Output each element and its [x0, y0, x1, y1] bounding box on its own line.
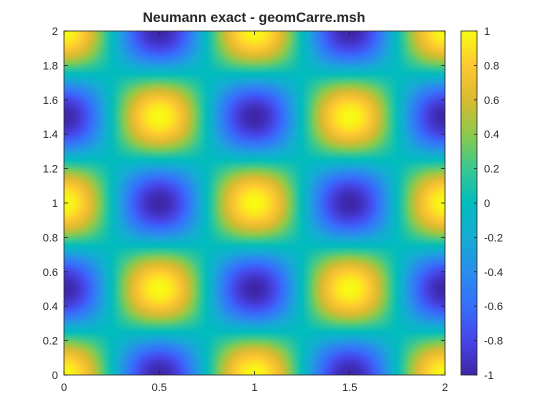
colorbar-tick-label: -1: [484, 370, 494, 382]
y-tick-label: 0.2: [43, 336, 58, 348]
y-tick-label: 0.8: [43, 232, 58, 244]
x-axis: 0 0.5 1 1.5 2: [61, 31, 448, 394]
colorbar-gradient: [461, 31, 477, 375]
x-tick-label: 2: [442, 382, 448, 394]
y-tick-label: 0.4: [43, 301, 58, 313]
colorbar: -1 -0.8 -0.6 -0.4 -0.2 0 0.2 0.4 0.6 0.8 1: [460, 26, 503, 382]
colorbar-tick-label: 0.8: [484, 60, 499, 72]
y-axis: 0 0.2 0.4 0.6 0.8 1 1.2 1.4 1.6 1.8 2: [43, 26, 445, 382]
x-tick-label: 0.5: [152, 382, 167, 394]
colorbar-ticks: -1 -0.8 -0.6 -0.4 -0.2 0 0.2 0.4 0.6 0.8 1: [474, 26, 503, 382]
y-tick-label: 1: [52, 198, 58, 210]
y-tick-label: 0: [52, 370, 58, 382]
colorbar-tick-label: -0.8: [484, 336, 503, 348]
heatmap-surface: [64, 31, 445, 375]
chart-title: Neumann exact - geomCarre.msh: [143, 9, 366, 25]
y-tick-label: 1.4: [43, 129, 58, 141]
plot-area: 0 0.5 1 1.5 2 0 0.2 0.4 0.6 0.8 1 1.2 1.4 1.6 1.8 2: [43, 26, 448, 394]
colorbar-tick-label: -0.2: [484, 232, 503, 244]
y-tick-label: 1.8: [43, 60, 58, 72]
y-tick-label: 1.6: [43, 95, 58, 107]
colorbar-tick-label: 0.4: [484, 129, 499, 141]
colorbar-tick-label: -0.4: [484, 267, 503, 279]
colorbar-tick-label: -0.6: [484, 301, 503, 313]
x-tick-label: 1: [251, 382, 257, 394]
colorbar-tick-label: 1: [484, 26, 490, 38]
x-tick-label: 1.5: [342, 382, 357, 394]
colorbar-tick-label: 0.2: [484, 164, 499, 176]
y-tick-label: 2: [52, 26, 58, 38]
y-tick-label: 0.6: [43, 267, 58, 279]
x-tick-label: 0: [61, 382, 67, 394]
colorbar-tick-label: 0: [484, 198, 490, 210]
y-tick-label: 1.2: [43, 164, 58, 176]
colorbar-tick-label: 0.6: [484, 95, 499, 107]
